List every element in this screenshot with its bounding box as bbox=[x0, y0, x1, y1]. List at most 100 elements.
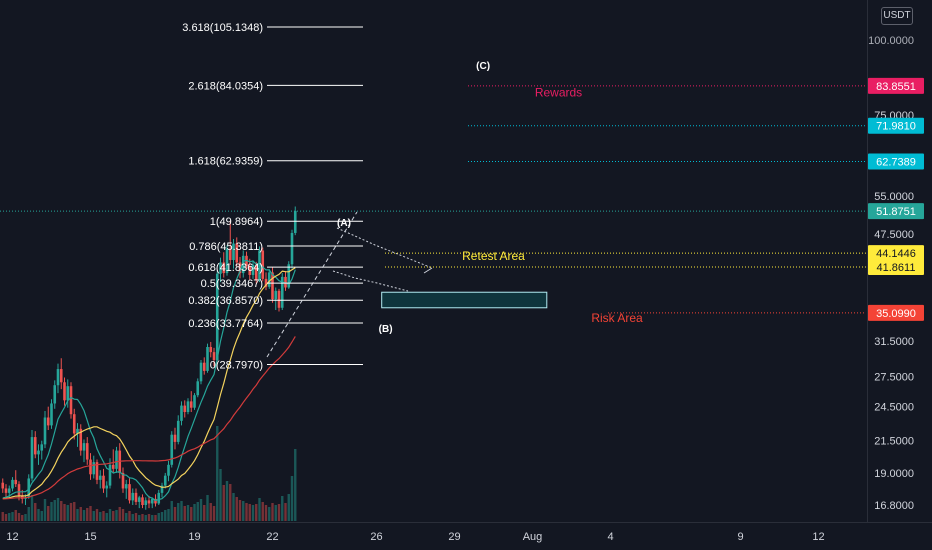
candle-body bbox=[199, 362, 203, 382]
volume-bar bbox=[50, 502, 53, 521]
candle-body bbox=[271, 272, 274, 300]
volume-bar bbox=[60, 501, 63, 521]
fib-label-1.618: 1.618(62.9359) bbox=[188, 156, 263, 168]
volume-bar bbox=[157, 513, 160, 521]
fib-label-0.382: 0.382(36.8570) bbox=[188, 295, 263, 307]
volume-bar bbox=[281, 496, 284, 521]
candle-body bbox=[128, 484, 131, 501]
candle-body bbox=[225, 248, 229, 274]
volume-bar bbox=[141, 514, 144, 521]
volume-bar bbox=[154, 515, 157, 521]
volume-bar bbox=[151, 515, 154, 521]
volume-bar bbox=[40, 511, 43, 521]
candle-body bbox=[50, 403, 53, 426]
risk-area-label: Risk Area bbox=[591, 311, 643, 325]
candle-body bbox=[17, 484, 21, 496]
wave-b-label: (B) bbox=[379, 324, 393, 335]
rewards-price-badge bbox=[868, 77, 924, 94]
candle-body bbox=[53, 385, 57, 404]
volume-bar bbox=[121, 509, 125, 521]
candle-body bbox=[277, 290, 281, 308]
candle-body bbox=[293, 210, 297, 233]
volume-bar bbox=[14, 510, 17, 521]
pattern-line-bottom bbox=[332, 270, 409, 292]
currency-unit-button[interactable]: USDT bbox=[881, 7, 913, 25]
candle-body bbox=[98, 475, 102, 480]
candle-body bbox=[167, 464, 170, 476]
volume-bar bbox=[258, 498, 261, 521]
candle-body bbox=[85, 443, 89, 460]
candle-body bbox=[212, 352, 216, 361]
volume-bar bbox=[170, 501, 173, 521]
moving-average-layer bbox=[2, 259, 296, 502]
candle-body bbox=[46, 417, 50, 426]
candle-body bbox=[131, 492, 135, 501]
candle-body bbox=[284, 276, 287, 288]
retest-high-price-badge-label: 44.1446 bbox=[876, 248, 916, 260]
support-zone-layer bbox=[381, 291, 548, 309]
candle-body bbox=[222, 262, 226, 274]
volume-bar bbox=[225, 481, 229, 521]
volume-bar bbox=[261, 502, 264, 521]
candle-body bbox=[63, 382, 66, 401]
rewards-label: Rewards bbox=[535, 86, 582, 100]
volume-bar bbox=[43, 499, 47, 521]
volume-bar bbox=[125, 513, 128, 521]
candle-body bbox=[134, 492, 138, 502]
time-tick-label: Aug bbox=[523, 531, 543, 543]
fibonacci-layer[interactable]: 3.618(105.1348) 2.618(84.0354) 1.618(62.93… bbox=[182, 22, 363, 372]
volume-bar bbox=[69, 503, 73, 521]
volume-bar bbox=[131, 514, 134, 521]
candle-body bbox=[186, 401, 190, 413]
risk-price-badge-label: 35.0990 bbox=[876, 308, 916, 320]
pattern-arrow-tip bbox=[423, 267, 433, 274]
candle-body bbox=[105, 485, 109, 489]
time-tick-label: 4 bbox=[607, 531, 613, 543]
candle-body bbox=[124, 484, 128, 489]
volume-bar bbox=[56, 498, 60, 521]
candle-body bbox=[1, 482, 5, 489]
candle-body bbox=[241, 255, 245, 274]
volume-bar bbox=[134, 513, 138, 521]
retest-area-label: Retest Area bbox=[462, 249, 525, 263]
volume-layer bbox=[1, 426, 297, 521]
target-price-badge-label: 71.9810 bbox=[876, 121, 916, 133]
volume-bar bbox=[277, 504, 281, 521]
candle-body bbox=[248, 266, 252, 275]
volume-bar bbox=[27, 507, 30, 521]
volume-bar bbox=[199, 499, 203, 521]
volume-bar bbox=[264, 505, 268, 521]
volume-bar bbox=[76, 509, 79, 521]
volume-bar bbox=[268, 507, 271, 521]
candle-body bbox=[56, 369, 60, 386]
volume-bar bbox=[47, 506, 50, 521]
candle-body bbox=[264, 278, 268, 287]
volume-bar bbox=[115, 510, 118, 521]
volume-bar bbox=[108, 509, 112, 521]
time-tick-label: 26 bbox=[370, 531, 382, 543]
candle-body bbox=[163, 475, 167, 486]
volume-bar bbox=[232, 493, 235, 521]
candle-body bbox=[170, 434, 174, 465]
volume-bar bbox=[82, 510, 86, 521]
volume-bar bbox=[251, 505, 255, 521]
volume-bar bbox=[271, 503, 274, 521]
price-tick-label: 16.8000 bbox=[874, 500, 914, 512]
time-tick-label: 19 bbox=[188, 531, 200, 543]
volume-bar bbox=[4, 514, 8, 521]
candle-body bbox=[14, 479, 18, 485]
support-zone-box bbox=[381, 291, 548, 309]
candle-body bbox=[37, 450, 40, 455]
candle-body bbox=[189, 401, 193, 408]
volume-bar bbox=[34, 503, 37, 521]
volume-bar bbox=[206, 495, 209, 521]
candle-body bbox=[11, 479, 14, 489]
volume-bar bbox=[248, 504, 251, 521]
volume-bar bbox=[11, 512, 14, 521]
volume-bar bbox=[193, 504, 196, 521]
volume-bar bbox=[183, 506, 186, 521]
retest-high-price-badge bbox=[868, 245, 924, 262]
candle-body bbox=[154, 498, 157, 504]
volume-bar bbox=[92, 511, 95, 521]
